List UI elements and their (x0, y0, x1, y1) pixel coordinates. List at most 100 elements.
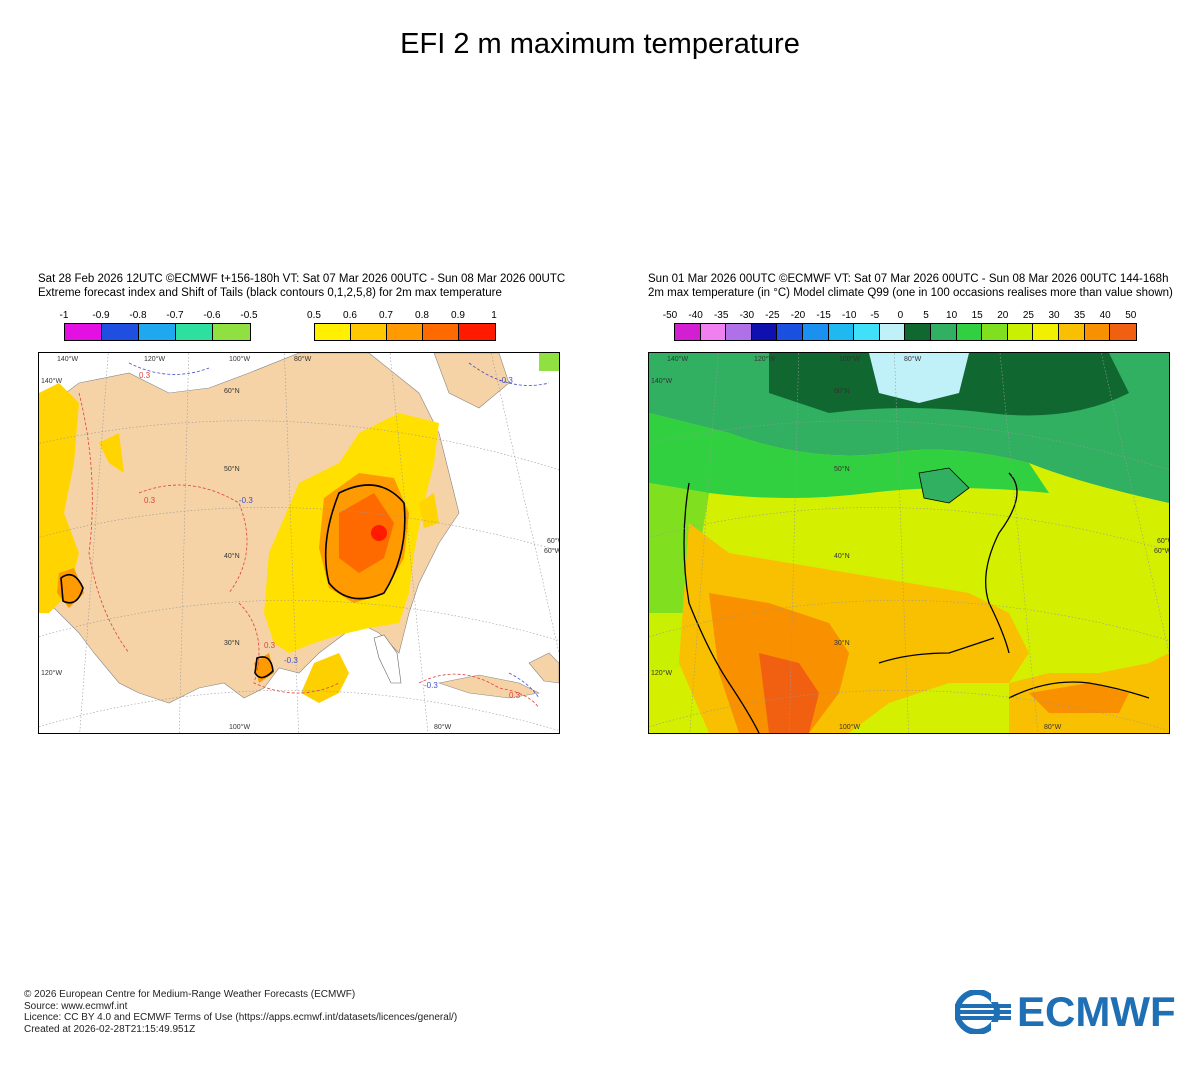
lat-label: 30°N (224, 639, 240, 647)
lat-label: 60°W (1154, 547, 1169, 555)
legend-tick: -40 (688, 310, 703, 321)
lon-label: 80°W (434, 723, 452, 731)
legend-swatch (459, 324, 495, 340)
lat-label: 50°N (224, 465, 240, 473)
efi-legend-negative: -1 -0.9 -0.8 -0.7 -0.6 -0.5 (59, 310, 258, 350)
legend-tick: -20 (790, 310, 806, 321)
legend-swatch (213, 324, 250, 340)
ecmwf-logo: ECMWF (955, 988, 1185, 1035)
climate-header-line1: Sun 01 Mar 2026 00UTC ©ECMWF VT: Sat 07 … (648, 273, 1169, 285)
legend-tick: -25 (765, 310, 780, 321)
legend-swatch (423, 324, 459, 340)
contour-label: 0.3 (139, 371, 151, 380)
footer-created: Created at 2026-02-28T21:15:49.951Z (24, 1023, 196, 1035)
lon-label: 100°W (839, 355, 860, 363)
legend-swatch (1084, 324, 1111, 340)
legend-tick: 0.5 (307, 310, 321, 321)
contour-label: -0.3 (284, 656, 298, 665)
legend-swatch (176, 324, 213, 340)
legend-tick: -35 (713, 310, 729, 321)
contour-label: -0.3 (424, 681, 438, 690)
legend-swatch (1007, 324, 1034, 340)
lon-label: 100°W (229, 355, 250, 363)
legend-swatch (982, 324, 1008, 340)
legend-tick: 1 (491, 310, 497, 321)
lat-label: 120°W (41, 669, 62, 677)
efi-header-line1: Sat 28 Feb 2026 12UTC ©ECMWF t+156-180h … (38, 273, 566, 285)
legend-swatch (351, 324, 387, 340)
efi-panel: Sat 28 Feb 2026 12UTC ©ECMWF t+156-180h … (38, 272, 568, 742)
lon-label: 100°W (839, 723, 860, 731)
lon-label: 80°W (904, 355, 922, 363)
legend-swatch (315, 324, 351, 340)
legend-swatch (751, 324, 778, 340)
legend-tick: -0.6 (203, 310, 221, 321)
legend-tick: 15 (971, 310, 983, 321)
legend-tick: -0.9 (92, 310, 110, 321)
legend-tick: -0.8 (129, 310, 147, 321)
contour-label: -0.3 (499, 376, 513, 385)
lat-label: 120°W (651, 669, 672, 677)
legend-tick: 25 (1022, 310, 1034, 321)
legend-swatch (102, 324, 139, 340)
lat-label: 40°N (224, 552, 240, 560)
legend-tick: -30 (739, 310, 755, 321)
legend-tick: 50 (1125, 310, 1137, 321)
legend-swatch (777, 324, 803, 340)
lon-label: 100°W (229, 723, 250, 731)
page-title: EFI 2 m maximum temperature (400, 28, 800, 60)
lon-label: 80°W (294, 355, 312, 363)
legend-tick: 30 (1048, 310, 1060, 321)
footer-source: Source: www.ecmwf.int (24, 1000, 128, 1012)
lat-label: 60°N (224, 387, 240, 395)
legend-tick: 0.7 (379, 310, 393, 321)
footer: © 2026 European Centre for Medium-Range … (24, 989, 457, 1035)
lat-label: 60°W (544, 547, 559, 555)
legend-tick: 40 (1099, 310, 1111, 321)
legend-swatch (802, 324, 829, 340)
lon-label: 140°W (57, 355, 78, 363)
lon-label: 80°W (1044, 723, 1062, 731)
legend-tick: -15 (816, 310, 831, 321)
lon-label: 60°W (1157, 537, 1169, 545)
legend-tick: 0.6 (343, 310, 357, 321)
legend-tick: -0.7 (166, 310, 184, 321)
climate-legend: -50 -40 -35 -30 -25 -20 -15 -10 -5 0 5 10 15 20 25 30 35… (662, 310, 1146, 350)
legend-swatch (956, 324, 983, 340)
lat-label: 30°N (834, 639, 850, 647)
lon-label: 120°W (754, 355, 775, 363)
climate-header-line2: 2m max temperature (in °C) Model climate… (648, 287, 1173, 299)
legend-swatch (1058, 324, 1085, 340)
legend-swatch (879, 324, 906, 340)
legend-swatch (930, 324, 957, 340)
legend-swatch (675, 324, 701, 340)
legend-tick: -1 (59, 310, 69, 321)
lon-label: 60°W (547, 537, 559, 545)
ecmwf-logo-text: ECMWF (1017, 988, 1176, 1035)
lat-label: 50°N (834, 465, 850, 473)
lon-label: 140°W (667, 355, 688, 363)
legend-tick: 0 (897, 310, 904, 321)
legend-swatch (1033, 324, 1059, 340)
legend-tick: 35 (1074, 310, 1086, 321)
legend-swatch (65, 324, 102, 340)
lat-label: 60°N (834, 387, 850, 395)
legend-tick: 0.8 (415, 310, 429, 321)
legend-tick: 20 (997, 310, 1009, 321)
legend-tick: -50 (662, 310, 678, 321)
legend-tick: -5 (870, 310, 880, 321)
lat-label: 140°W (41, 377, 62, 385)
efi-legend-positive: 0.5 0.6 0.7 0.8 0.9 1 (307, 310, 505, 350)
legend-swatch (387, 324, 423, 340)
footer-licence: Licence: CC BY 4.0 and ECMWF Terms of Us… (24, 1012, 458, 1023)
footer-copyright: © 2026 European Centre for Medium-Range … (24, 989, 356, 1000)
contour-label: 0.3 (509, 691, 521, 700)
legend-swatch (828, 324, 855, 340)
legend-swatch (854, 324, 880, 340)
ecmwf-logo-icon (955, 990, 1011, 1034)
efi-header-line2: Extreme forecast index and Shift of Tail… (38, 287, 502, 299)
legend-swatch (700, 324, 727, 340)
legend-tick: 0.9 (451, 310, 465, 321)
legend-swatch (139, 324, 176, 340)
lat-label: 40°N (834, 552, 850, 560)
